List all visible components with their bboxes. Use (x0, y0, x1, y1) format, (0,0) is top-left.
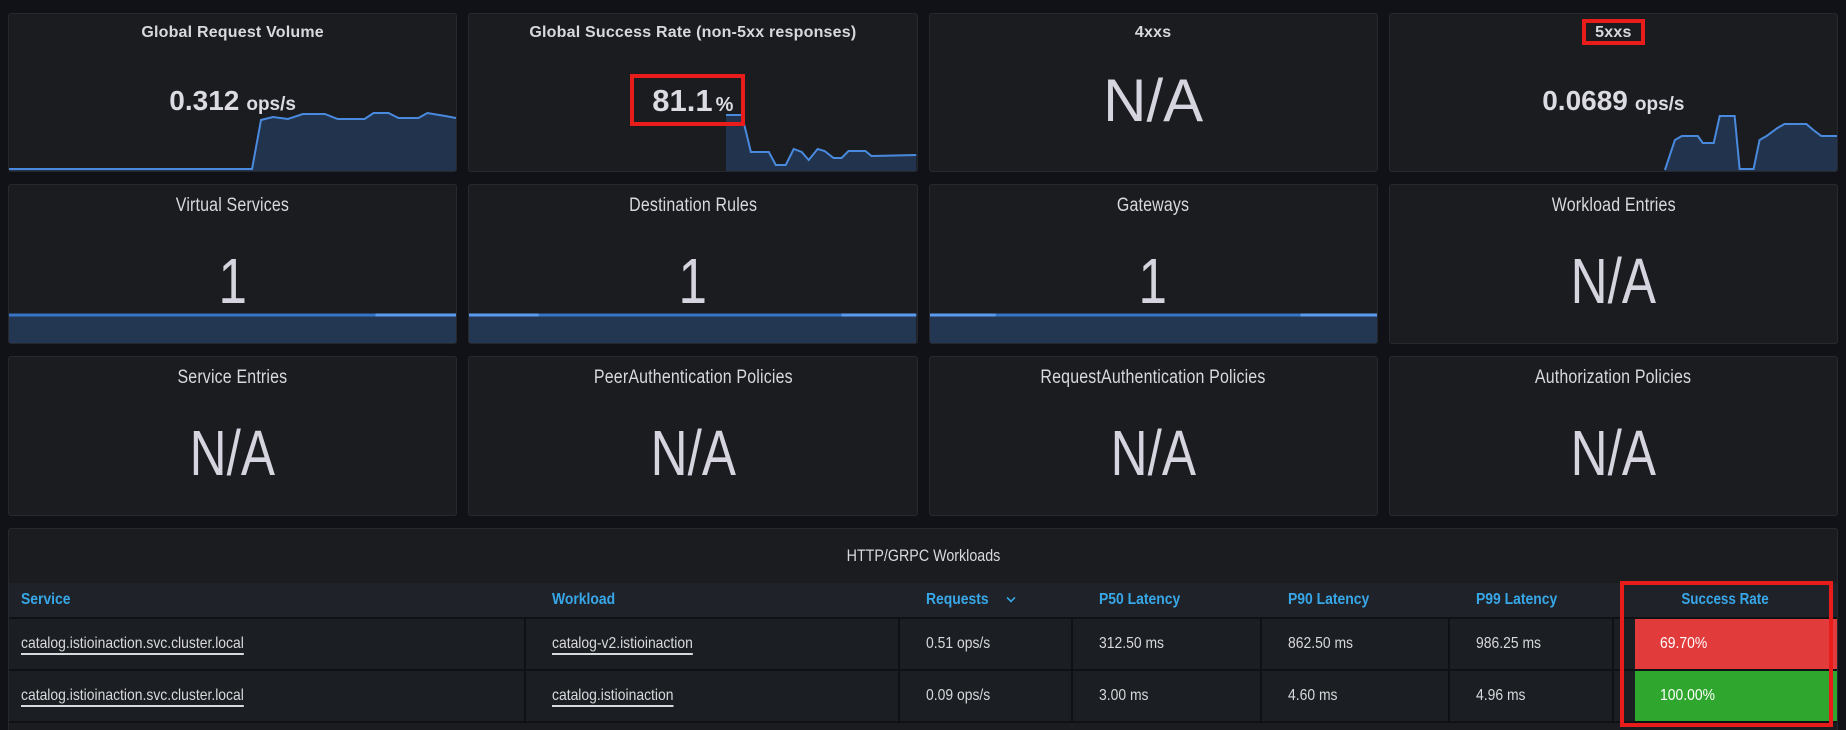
stat-workload-entries-value: N/A (1570, 245, 1657, 317)
cell-service: catalog.istioinaction.svc.cluster.local (9, 619, 526, 669)
service-link[interactable]: catalog.istioinaction.svc.cluster.local (21, 687, 244, 704)
cell-p99-latency: 4.96 ms (1450, 671, 1614, 721)
stat-authorization-value: N/A (1570, 417, 1657, 489)
panel-4xxs: 4xxs N/A (928, 13, 1378, 172)
stat-peerauthentication-value: N/A (650, 417, 736, 489)
column-header-success-rate[interactable]: Success Rate (1681, 591, 1770, 608)
table-row: catalog.istioinaction.svc.cluster.local … (9, 619, 1837, 671)
column-header-workload[interactable]: Workload (552, 591, 616, 608)
panel-workload-entries: Workload Entries N/A (1388, 184, 1838, 344)
stat-unit: ops/s (246, 93, 296, 115)
sparkline-request-volume (9, 95, 457, 171)
sparkline-destination-rules (469, 313, 917, 343)
panel-requestauthentication-policies: RequestAuthentication Policies N/A (928, 356, 1378, 516)
column-header-requests[interactable]: Requests (900, 583, 1073, 617)
sparkline-success-rate (469, 95, 917, 171)
stat-5xxs: 0.0689 ops/s (1542, 85, 1684, 117)
panel-title-requestauthentication-policies[interactable]: RequestAuthentication Policies (1040, 367, 1266, 388)
stat-global-success-rate: 81.1 % (630, 73, 746, 126)
sparkline-virtual-services (9, 313, 457, 343)
panel-global-success-rate: Global Success Rate (non-5xx responses) … (468, 13, 918, 172)
service-link[interactable]: catalog.istioinaction.svc.cluster.local (21, 635, 244, 652)
panel-title-5xxs[interactable]: 5xxs (1390, 14, 1837, 45)
panel-title-global-request-volume[interactable]: Global Request Volume (141, 24, 324, 41)
stat-value: 0.312 (169, 84, 240, 116)
stat-service-entries-value: N/A (189, 417, 276, 489)
stat-value: 81.1 (652, 82, 713, 118)
cell-workload: catalog-v2.istioinaction (526, 619, 900, 669)
panel-title-destination-rules[interactable]: Destination Rules (628, 195, 757, 216)
panel-destination-rules: Destination Rules 1 (468, 184, 918, 344)
cell-success-rate: 69.70% (1614, 619, 1837, 669)
cell-success-rate: 100.00% (1614, 671, 1837, 721)
sparkline-5xxs (1390, 95, 1837, 171)
workload-link[interactable]: catalog-v2.istioinaction (552, 635, 693, 652)
stat-requestauthentication-value: N/A (1110, 417, 1196, 489)
table-row: catalog.istioinaction.svc.cluster.local … (9, 671, 1837, 723)
cell-p90-latency: 862.50 ms (1262, 619, 1450, 669)
cell-p50-latency: 312.50 ms (1073, 619, 1262, 669)
panel-service-entries: Service Entries N/A (8, 356, 458, 516)
panel-title-authorization-policies[interactable]: Authorization Policies (1535, 367, 1692, 388)
stat-virtual-services-value: 1 (218, 245, 247, 317)
success-rate-badge: 69.70% (1635, 619, 1837, 669)
stat-unit: ops/s (1634, 93, 1685, 115)
panel-title-global-success-rate[interactable]: Global Success Rate (non-5xx responses) (529, 24, 857, 41)
workload-link[interactable]: catalog.istioinaction (552, 687, 674, 704)
panel-title-4xxs[interactable]: 4xxs (1134, 24, 1172, 41)
panel-5xxs: 5xxs 0.0689 ops/s (1388, 13, 1838, 172)
table-title[interactable]: HTTP/GRPC Workloads (846, 546, 1000, 565)
stat-value: 0.0689 (1542, 84, 1628, 116)
panel-title-service-entries[interactable]: Service Entries (177, 367, 288, 388)
cell-workload: catalog.istioinaction (526, 671, 900, 721)
panel-authorization-policies: Authorization Policies N/A (1388, 356, 1838, 516)
panel-peerauthentication-policies: PeerAuthentication Policies N/A (468, 356, 918, 516)
panel-global-request-volume: Global Request Volume 0.312 ops/s (8, 13, 458, 172)
column-header-p99-latency[interactable]: P99 Latency (1476, 591, 1558, 608)
stat-unit: % (715, 93, 734, 116)
column-header-service[interactable]: Service (21, 591, 71, 608)
cell-p99-latency: 986.25 ms (1450, 619, 1614, 669)
stat-4xxs-value: N/A (1103, 67, 1204, 134)
sort-desc-icon (1006, 593, 1016, 603)
cell-service: catalog.istioinaction.svc.cluster.local (9, 671, 526, 721)
panel-gateways: Gateways 1 (928, 184, 1378, 344)
stat-global-request-volume: 0.312 ops/s (169, 85, 296, 117)
cell-requests: 0.51 ops/s (900, 619, 1073, 669)
column-header-p90-latency[interactable]: P90 Latency (1288, 591, 1370, 608)
stat-gateways-value: 1 (1138, 245, 1168, 317)
cell-requests: 0.09 ops/s (900, 671, 1073, 721)
panel-http-grpc-workloads: HTTP/GRPC Workloads Service Workload Req… (8, 528, 1838, 730)
panel-title-virtual-services[interactable]: Virtual Services (175, 195, 290, 216)
column-header-p50-latency[interactable]: P50 Latency (1099, 591, 1181, 608)
cell-p50-latency: 3.00 ms (1073, 671, 1262, 721)
success-rate-badge: 100.00% (1635, 671, 1837, 721)
stat-destination-rules-value: 1 (678, 245, 708, 317)
cell-p90-latency: 4.60 ms (1262, 671, 1450, 721)
table-header-row: Service Workload Requests P50 Latency P9… (9, 583, 1837, 619)
panel-title-peerauthentication-policies[interactable]: PeerAuthentication Policies (593, 367, 793, 388)
sparkline-gateways (929, 313, 1377, 343)
panel-title-workload-entries[interactable]: Workload Entries (1551, 195, 1676, 216)
panel-title-gateways[interactable]: Gateways (1116, 195, 1190, 216)
panel-virtual-services: Virtual Services 1 (8, 184, 458, 344)
